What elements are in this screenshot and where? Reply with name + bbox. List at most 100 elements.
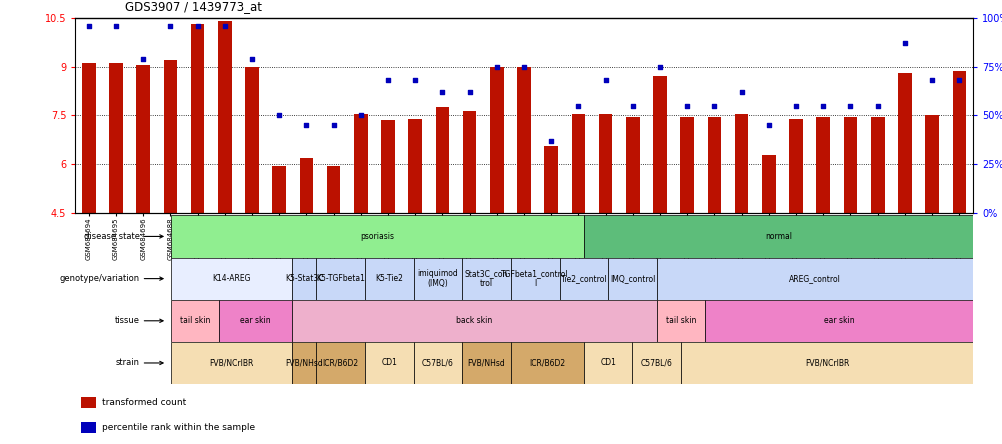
Text: CD1: CD1: [381, 358, 397, 368]
Text: TGFbeta1_control
l: TGFbeta1_control l: [501, 269, 568, 288]
Bar: [217, 21, 231, 213]
Bar: [109, 63, 122, 213]
Bar: [381, 120, 395, 213]
Text: tissue: tissue: [114, 316, 139, 325]
Point: [461, 88, 477, 95]
Bar: [245, 67, 259, 213]
Text: ICR/B6D2: ICR/B6D2: [529, 358, 565, 368]
Text: K5-Tie2: K5-Tie2: [375, 274, 403, 283]
Point: [488, 63, 504, 70]
Bar: [354, 114, 368, 213]
Point: [570, 102, 586, 109]
Point: [624, 102, 640, 109]
Bar: [170, 342, 292, 384]
Point: [869, 102, 885, 109]
Bar: [327, 166, 340, 213]
Bar: [365, 258, 413, 300]
Point: [543, 137, 559, 144]
Bar: [365, 342, 413, 384]
Text: K14-AREG: K14-AREG: [211, 274, 250, 283]
Point: [815, 102, 831, 109]
Bar: [652, 76, 666, 213]
Text: genotype/variation: genotype/variation: [60, 274, 139, 283]
Bar: [762, 155, 775, 213]
Point: [216, 22, 232, 29]
Bar: [707, 117, 720, 213]
Point: [732, 88, 748, 95]
Point: [108, 22, 124, 29]
Text: IMQ_control: IMQ_control: [609, 274, 654, 283]
Text: K5-TGFbeta1: K5-TGFbeta1: [316, 274, 365, 283]
Bar: [435, 107, 449, 213]
Bar: [517, 67, 530, 213]
Point: [651, 63, 667, 70]
Bar: [510, 258, 559, 300]
Bar: [510, 342, 583, 384]
Point: [243, 55, 260, 62]
Point: [299, 122, 315, 129]
Bar: [870, 117, 884, 213]
Bar: [81, 397, 96, 408]
Text: Stat3C_con
trol: Stat3C_con trol: [465, 269, 508, 288]
Bar: [300, 158, 313, 213]
Bar: [680, 342, 972, 384]
Point: [678, 102, 694, 109]
Text: tail skin: tail skin: [665, 316, 695, 325]
Bar: [462, 342, 510, 384]
Bar: [163, 60, 177, 213]
Text: FVB/NCrIBR: FVB/NCrIBR: [208, 358, 254, 368]
Bar: [408, 119, 422, 213]
Text: CD1: CD1: [599, 358, 615, 368]
Text: K5-Stat3C: K5-Stat3C: [285, 274, 324, 283]
Point: [271, 112, 287, 119]
Text: FVB/NHsd: FVB/NHsd: [286, 358, 323, 368]
Point: [434, 88, 450, 95]
Bar: [316, 258, 365, 300]
Text: AREG_control: AREG_control: [789, 274, 840, 283]
Bar: [218, 300, 292, 342]
Point: [516, 63, 532, 70]
Point: [81, 22, 97, 29]
Bar: [292, 300, 656, 342]
Bar: [625, 117, 639, 213]
Bar: [734, 114, 747, 213]
Text: C57BL/6: C57BL/6: [640, 358, 672, 368]
Bar: [843, 117, 857, 213]
Bar: [413, 342, 462, 384]
Point: [923, 77, 939, 84]
Bar: [583, 342, 632, 384]
Bar: [789, 119, 802, 213]
Bar: [413, 258, 462, 300]
Bar: [656, 258, 972, 300]
Bar: [544, 147, 557, 213]
Text: C57BL/6: C57BL/6: [422, 358, 454, 368]
Bar: [316, 342, 365, 384]
Text: normal: normal: [765, 232, 792, 241]
Text: psoriasis: psoriasis: [360, 232, 394, 241]
Bar: [571, 114, 585, 213]
Point: [380, 77, 396, 84]
Text: GDS3907 / 1439773_at: GDS3907 / 1439773_at: [125, 0, 263, 13]
Point: [761, 122, 777, 129]
Text: ear skin: ear skin: [823, 316, 854, 325]
Bar: [462, 258, 510, 300]
Bar: [82, 63, 95, 213]
Point: [162, 22, 178, 29]
Bar: [559, 258, 607, 300]
Text: imiquimod
(IMQ): imiquimod (IMQ): [417, 269, 458, 288]
Bar: [190, 24, 204, 213]
Point: [326, 122, 342, 129]
Bar: [490, 67, 503, 213]
Point: [705, 102, 721, 109]
Bar: [136, 65, 150, 213]
Point: [189, 22, 205, 29]
Text: FVB/NHsd: FVB/NHsd: [467, 358, 505, 368]
Bar: [583, 215, 972, 258]
Text: ICR/B6D2: ICR/B6D2: [323, 358, 359, 368]
Text: Tie2_control: Tie2_control: [560, 274, 606, 283]
Bar: [632, 342, 680, 384]
Bar: [679, 117, 693, 213]
Bar: [925, 115, 938, 213]
Bar: [292, 258, 316, 300]
Bar: [462, 111, 476, 213]
